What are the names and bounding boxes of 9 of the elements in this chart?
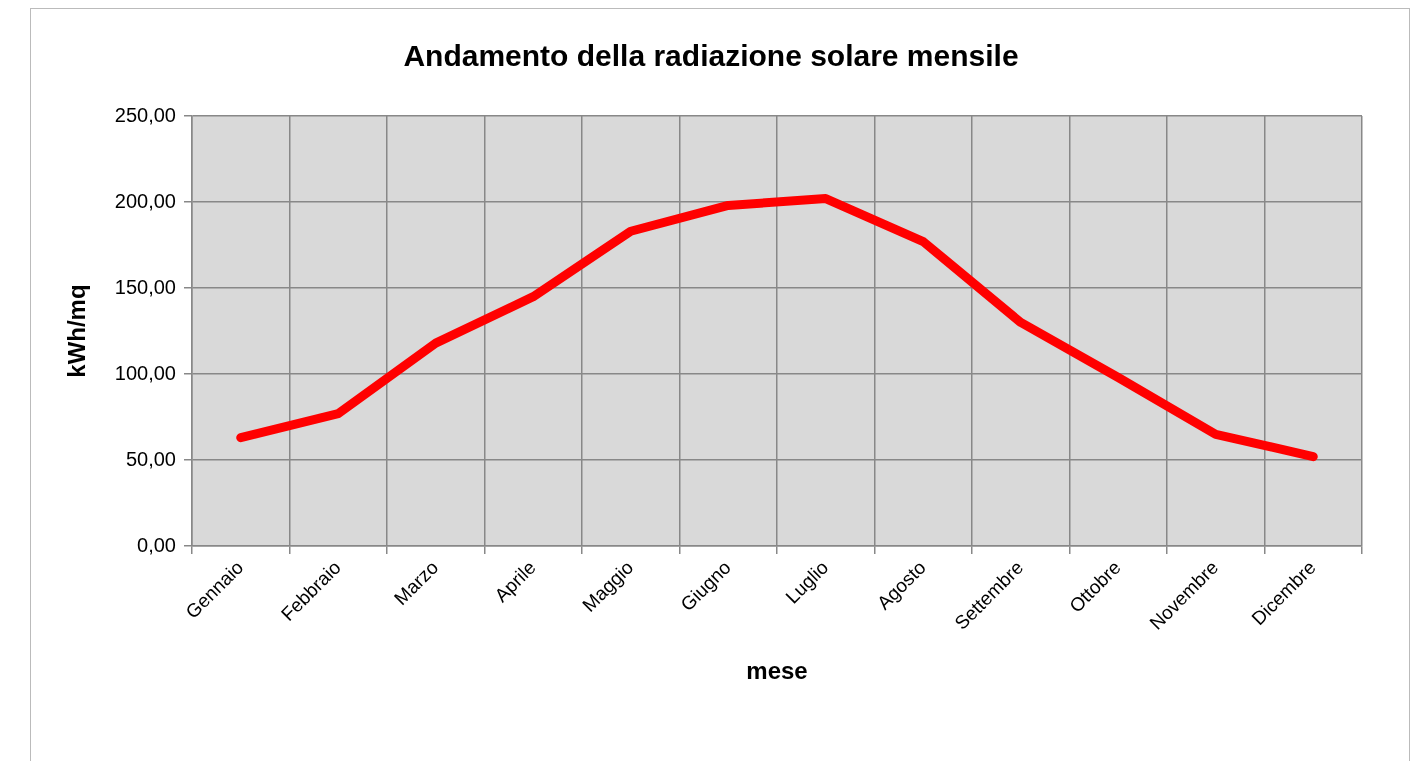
y-tick-label: 50,00 bbox=[125, 447, 176, 470]
y-tick-label: 150,00 bbox=[114, 275, 176, 298]
y-tick-label: 0,00 bbox=[137, 533, 176, 556]
y-tick-label: 100,00 bbox=[114, 361, 176, 384]
y-tick-label: 200,00 bbox=[114, 189, 176, 212]
y-axis-title: kWh/mq bbox=[63, 284, 91, 378]
chart-title: Andamento della radiazione solare mensile bbox=[403, 39, 1019, 73]
y-tick-label: 250,00 bbox=[114, 103, 176, 126]
x-axis-title: mese bbox=[746, 657, 808, 685]
